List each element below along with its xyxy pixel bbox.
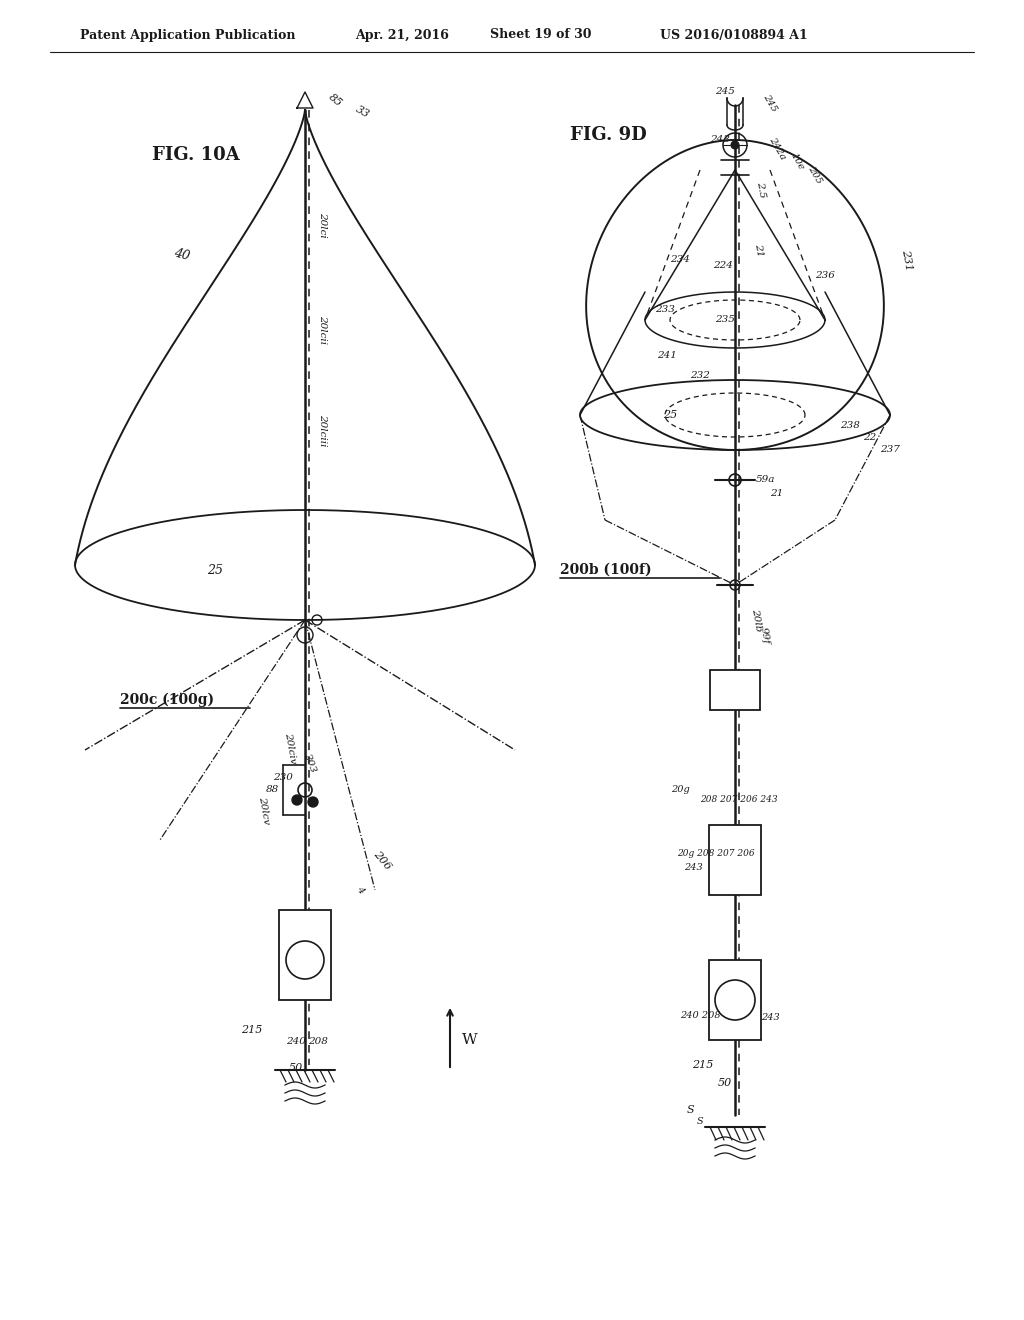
Text: 234: 234 xyxy=(670,256,690,264)
Text: 25: 25 xyxy=(663,411,677,420)
Text: W: W xyxy=(462,1034,477,1047)
Text: 241: 241 xyxy=(657,351,677,359)
Text: 243: 243 xyxy=(710,136,730,144)
Text: 242a: 242a xyxy=(767,135,787,161)
Text: 243: 243 xyxy=(684,863,702,873)
Text: 237: 237 xyxy=(880,446,900,454)
Text: 230: 230 xyxy=(273,774,293,783)
Text: S: S xyxy=(696,1118,703,1126)
Circle shape xyxy=(731,141,739,149)
Text: 21: 21 xyxy=(770,490,783,499)
Text: 245: 245 xyxy=(762,92,778,114)
Text: 240: 240 xyxy=(286,1038,306,1047)
Text: 206: 206 xyxy=(372,849,392,871)
Text: S: S xyxy=(686,1105,694,1115)
Text: 208 207 206 243: 208 207 206 243 xyxy=(700,796,777,804)
Text: 245: 245 xyxy=(715,87,735,96)
Text: 25: 25 xyxy=(207,564,223,577)
Text: 40: 40 xyxy=(173,247,191,264)
Text: 231: 231 xyxy=(900,248,913,272)
Text: Sheet 19 of 30: Sheet 19 of 30 xyxy=(490,29,592,41)
FancyBboxPatch shape xyxy=(709,825,761,895)
FancyBboxPatch shape xyxy=(279,909,331,1001)
Text: 88: 88 xyxy=(265,785,279,795)
Text: 20lcii: 20lcii xyxy=(318,315,327,345)
Text: 59a: 59a xyxy=(756,475,775,484)
Circle shape xyxy=(292,795,302,805)
Text: 50: 50 xyxy=(289,1063,303,1073)
Text: 240 208: 240 208 xyxy=(680,1011,720,1019)
Text: FIG. 10A: FIG. 10A xyxy=(152,147,240,164)
Text: 200c (100g): 200c (100g) xyxy=(120,693,214,708)
Text: 33: 33 xyxy=(354,104,372,120)
Text: 10e: 10e xyxy=(788,152,806,172)
Text: 215: 215 xyxy=(692,1060,714,1071)
Text: 200b (100f): 200b (100f) xyxy=(560,564,651,577)
Text: 20g: 20g xyxy=(671,785,689,795)
Text: 215: 215 xyxy=(242,1026,263,1035)
Text: 236: 236 xyxy=(815,271,835,280)
Text: 243: 243 xyxy=(761,1014,779,1023)
Text: 235: 235 xyxy=(715,315,735,325)
Text: 20lcv: 20lcv xyxy=(257,796,271,825)
FancyBboxPatch shape xyxy=(710,671,760,710)
Text: Apr. 21, 2016: Apr. 21, 2016 xyxy=(355,29,449,41)
Text: 21: 21 xyxy=(753,243,764,257)
Text: 233: 233 xyxy=(655,305,675,314)
Text: 4: 4 xyxy=(354,884,366,895)
Text: 205: 205 xyxy=(807,165,823,185)
Text: 224: 224 xyxy=(713,260,733,269)
Text: 208: 208 xyxy=(308,1038,328,1047)
Text: 22: 22 xyxy=(863,433,877,441)
Text: 2.5: 2.5 xyxy=(755,181,767,199)
Text: 20g 208 207 206: 20g 208 207 206 xyxy=(677,849,755,858)
Text: 85: 85 xyxy=(327,91,344,108)
Text: 50: 50 xyxy=(718,1078,732,1088)
Text: 20lci: 20lci xyxy=(318,213,327,238)
Circle shape xyxy=(308,797,318,807)
Text: 232: 232 xyxy=(690,371,710,380)
Text: 20lciii: 20lciii xyxy=(318,413,327,446)
Text: Patent Application Publication: Patent Application Publication xyxy=(80,29,296,41)
Text: FIG. 9D: FIG. 9D xyxy=(570,125,647,144)
Text: 20lb: 20lb xyxy=(751,607,764,632)
Text: 238: 238 xyxy=(840,421,860,429)
Text: US 2016/0108894 A1: US 2016/0108894 A1 xyxy=(660,29,808,41)
Text: 203: 203 xyxy=(302,751,317,774)
Text: 20lciv: 20lciv xyxy=(283,731,297,764)
FancyBboxPatch shape xyxy=(709,960,761,1040)
Text: 99f: 99f xyxy=(759,627,771,645)
